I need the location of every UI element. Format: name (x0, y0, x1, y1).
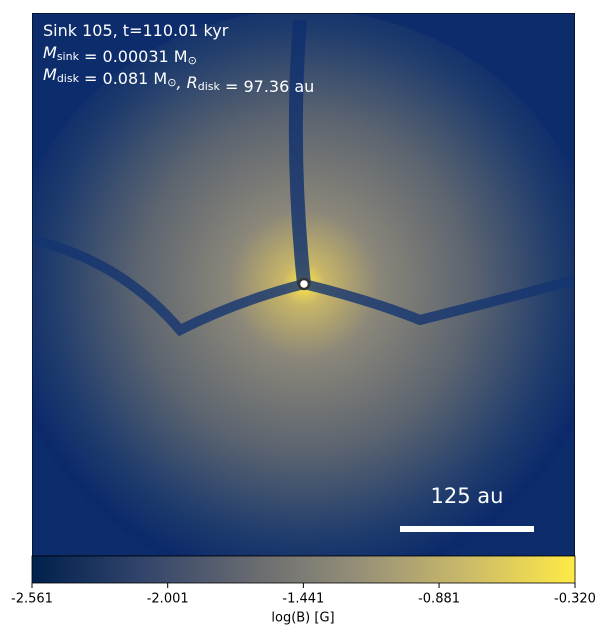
annotation: Mdisk = 0.081 M⊙, Rdisk = 97.36 au (43, 65, 314, 96)
annotation-text: , R (176, 73, 197, 92)
annotation-text: M (43, 43, 57, 62)
annotation-text: = 0.00031 M (79, 47, 188, 66)
annotation-subscript: disk (57, 72, 80, 85)
field-image (32, 13, 575, 556)
scale-bar-label: 125 au (431, 484, 504, 508)
annotation-subscript: sink (57, 50, 80, 63)
annotation-subscript: ⊙ (188, 54, 197, 67)
annotation-text: = 97.36 au (220, 77, 314, 96)
colorbar-tick-label: -0.320 (554, 592, 596, 607)
colorbar-tick-label: -2.001 (147, 592, 189, 607)
sink-marker (297, 277, 311, 291)
colorbar-tick-label: -0.881 (418, 592, 460, 607)
annotation-text: M (43, 65, 57, 84)
annotation: Msink = 0.00031 M⊙ (43, 43, 197, 68)
annotation-subscript: disk (198, 80, 221, 93)
colorbar-tick-label: -1.441 (282, 592, 324, 607)
annotation-subscript: ⊙ (167, 76, 176, 89)
annotation-text: Sink 105, t=110.01 kyr (43, 21, 229, 40)
colorbar-label: log(B) [G] (271, 611, 334, 626)
scale-bar (400, 526, 534, 532)
annotation-text: = 0.081 M (79, 69, 167, 88)
annotation: Sink 105, t=110.01 kyr (43, 21, 229, 40)
colorbar-tick-label: -2.561 (11, 592, 53, 607)
colorbar (31, 555, 576, 584)
